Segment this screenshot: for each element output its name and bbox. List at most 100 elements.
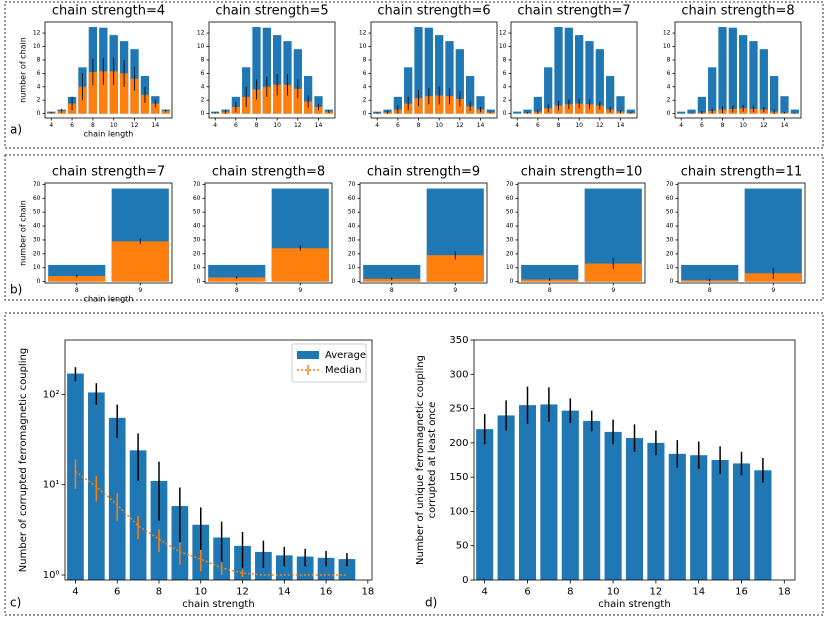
bar: [109, 71, 118, 114]
bar: [129, 450, 147, 580]
y-tick-label: 8: [503, 56, 507, 63]
bar: [595, 49, 604, 114]
panel-border: [4, 312, 824, 616]
y-tick-label: 2: [201, 97, 205, 104]
bar: [497, 415, 515, 580]
legend-swatch: [297, 351, 319, 359]
x-tick-label: 8: [417, 122, 421, 129]
y-tick-label: 300: [449, 369, 468, 380]
y-tick-label: 12: [197, 30, 205, 37]
x-tick-label: 14: [781, 122, 789, 129]
y-tick-label: 30: [506, 236, 514, 243]
y-tick-label: 8: [201, 56, 205, 63]
bar: [111, 241, 169, 282]
y-axis-label: number of chain: [19, 200, 28, 266]
x-tick-label: 10: [110, 122, 118, 129]
panel-border: [4, 1, 824, 149]
bar: [575, 103, 584, 114]
y-tick-label: 2: [363, 97, 367, 104]
x-tick-label: 9: [138, 287, 142, 294]
axes-frame: [44, 182, 173, 284]
subplot-title: chain strength=4: [52, 4, 165, 19]
axes-frame: [208, 21, 336, 119]
y-tick-label: 4: [363, 83, 367, 90]
x-tick-label: 16: [735, 587, 748, 598]
bar: [476, 429, 494, 580]
x-tick-label: 12: [760, 122, 768, 129]
x-tick-label: 10: [273, 122, 281, 129]
subplot-title: chain strength=8: [212, 165, 325, 180]
bar: [687, 109, 696, 114]
x-tick-label: 14: [152, 122, 160, 129]
x-tick-label: 4: [515, 122, 519, 129]
y-tick-label: 30: [348, 236, 356, 243]
x-tick-label: 9: [453, 287, 457, 294]
axes-frame: [204, 182, 333, 284]
y-tick-label: 0: [37, 278, 41, 285]
bar: [533, 96, 542, 114]
x-tick-label: 6: [114, 587, 120, 598]
y-tick-label: 0: [667, 110, 671, 117]
bar: [338, 559, 356, 580]
x-tick-label: 6: [396, 122, 400, 129]
y-tick-label: 0: [670, 278, 674, 285]
y-tick-label: 2: [667, 97, 671, 104]
subplot-title: chain strength=7: [52, 165, 165, 180]
y-tick-label: 2: [503, 97, 507, 104]
y-tick-label: 6: [37, 70, 41, 77]
y-axis-label: number of chain: [19, 37, 28, 103]
bar: [445, 41, 454, 114]
bar: [575, 35, 584, 114]
y-tick-label: 40: [193, 223, 201, 230]
bar: [749, 41, 758, 114]
y-tick-label: 40: [348, 223, 356, 230]
x-axis-label: chain length: [84, 130, 134, 139]
y-tick-label: 10: [666, 264, 674, 271]
y-tick-label: 60: [348, 195, 356, 202]
y-tick-label: 10: [197, 43, 205, 50]
bar: [790, 109, 799, 114]
x-tick-label: 9: [298, 287, 302, 294]
axes-frame: [473, 339, 796, 581]
y-tick-label: 100: [449, 506, 468, 517]
panel-border: [4, 154, 824, 301]
bar: [677, 111, 686, 114]
y-tick-label: 6: [201, 70, 205, 77]
bar: [414, 27, 423, 114]
panel-label: b): [10, 283, 22, 297]
y-tick-label: 4: [37, 83, 41, 90]
y-tick-label: 0: [462, 575, 468, 586]
x-tick-label: 10: [739, 122, 747, 129]
bar: [521, 264, 579, 282]
x-axis-label: chain strength: [182, 599, 254, 610]
y-tick-label: 60: [193, 195, 201, 202]
y-axis-label: Number of corrupted ferromagnetic coupli…: [18, 348, 29, 572]
x-tick-label: 8: [708, 287, 712, 294]
bar: [424, 96, 433, 114]
y-tick-label: 50: [666, 209, 674, 216]
x-tick-label: 4: [213, 122, 217, 129]
y-tick-label: 10: [499, 43, 507, 50]
bar: [476, 96, 485, 114]
y-tick-label: 4: [503, 83, 507, 90]
y-tick-label: 50: [193, 209, 201, 216]
x-tick-label: 8: [91, 122, 95, 129]
y-tick-label: 0: [503, 110, 507, 117]
y-tick-label: 12: [663, 30, 671, 37]
y-tick-label: 10: [506, 264, 514, 271]
y-tick-label: 70: [193, 181, 201, 188]
y-tick-label: 10: [348, 264, 356, 271]
y-tick-label: 60: [33, 195, 41, 202]
x-tick-label: 6: [70, 122, 74, 129]
bar: [513, 111, 522, 114]
x-tick-label: 12: [456, 122, 464, 129]
bar: [523, 109, 532, 114]
axes-frame: [64, 339, 373, 581]
y-tick-label: 6: [363, 70, 367, 77]
x-tick-label: 12: [596, 122, 604, 129]
bar: [744, 188, 802, 282]
bar: [252, 27, 261, 114]
x-tick-label: 16: [320, 587, 333, 598]
bar: [708, 67, 717, 114]
